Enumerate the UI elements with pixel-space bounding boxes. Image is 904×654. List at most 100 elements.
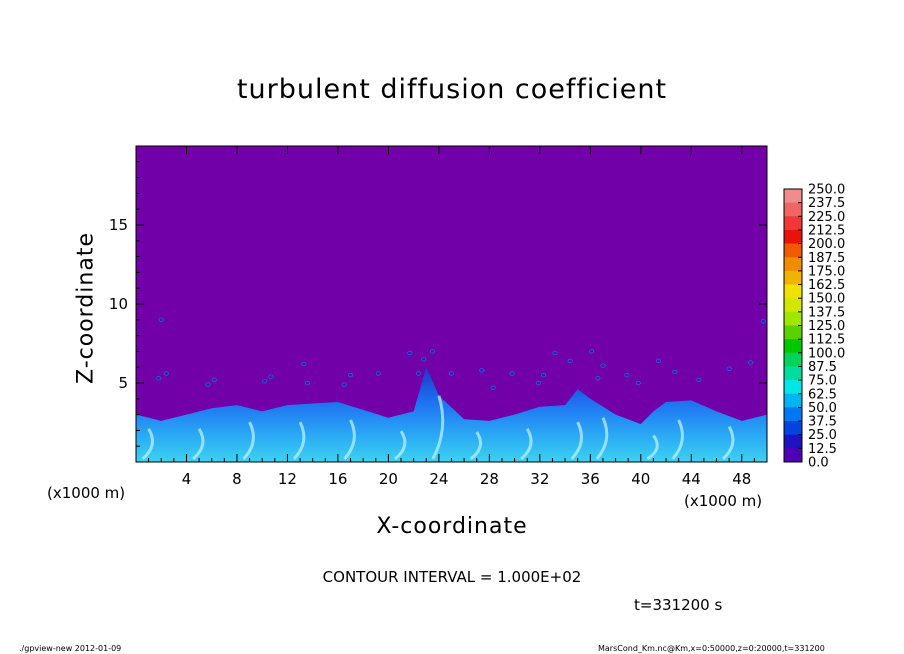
x-tick-label: 48 <box>732 470 751 488</box>
eddy-point <box>407 350 413 356</box>
colorbar-swatch <box>784 257 802 272</box>
eddy-point <box>158 317 164 322</box>
colorbar-swatch <box>784 421 802 435</box>
colorbar-label: 112.5 <box>808 333 845 348</box>
colorbar-label: 212.5 <box>808 223 845 238</box>
colorbar-swatch <box>784 393 802 408</box>
colorbar-label: 187.5 <box>808 251 845 266</box>
x-tick-label: 4 <box>182 470 192 488</box>
colorbar-label: 0.0 <box>808 456 829 471</box>
turbulent-swirl <box>469 431 483 461</box>
colorbar-swatch <box>784 202 802 217</box>
x-tick-label: 40 <box>631 470 650 488</box>
eddy-point <box>536 380 542 386</box>
colorbar-swatch <box>784 352 802 367</box>
chart-title: turbulent diffusion coefficient <box>236 74 668 105</box>
turbulent-swirl <box>141 428 154 460</box>
eddy-point <box>305 380 311 386</box>
x-tick-label: 28 <box>480 470 499 488</box>
colorbar-label: 237.5 <box>808 196 845 211</box>
eddy-point <box>262 379 268 384</box>
colorbar-swatch <box>784 325 802 340</box>
colorbar-swatch <box>784 216 802 231</box>
eddy-point <box>655 358 661 363</box>
x-tick-label: 24 <box>429 470 448 488</box>
eddy-point <box>375 371 381 376</box>
x-unit-label-left: (x1000 m) <box>47 484 126 502</box>
eddy-point <box>156 376 162 381</box>
turbulent-swirl <box>242 421 255 460</box>
colorbar-swatch <box>784 311 802 326</box>
colorbar-swatch <box>784 189 802 203</box>
eddy-point <box>748 360 754 365</box>
colorbar-swatch <box>784 270 802 285</box>
colorbar-swatch <box>784 407 802 422</box>
eddy-point <box>600 363 606 368</box>
colorbar-swatch <box>784 298 802 313</box>
eddy-point <box>479 368 485 373</box>
colorbar-label: 162.5 <box>808 278 845 293</box>
colorbar-label: 250.0 <box>808 183 845 198</box>
turbulent-swirl <box>570 421 584 460</box>
eddy-point <box>301 361 307 367</box>
colorbar-swatch <box>784 380 802 395</box>
eddy-point <box>696 377 702 382</box>
x-tick-label: 20 <box>379 470 398 488</box>
eddy-point <box>541 373 547 378</box>
colorbar-swatch <box>784 339 802 354</box>
colorbar-label: 50.0 <box>808 401 837 416</box>
y-tick-label: 15 <box>109 216 128 234</box>
colorbar-label: 125.0 <box>808 319 845 334</box>
y-tick-label: 5 <box>118 374 128 392</box>
eddy-point <box>672 369 678 375</box>
colorbar-swatch <box>784 229 802 244</box>
colorbar-swatch <box>784 284 802 299</box>
turbulent-swirl <box>646 434 659 461</box>
eddy-point <box>589 349 595 354</box>
eddy-point <box>595 376 601 381</box>
eddy-point <box>509 371 515 376</box>
x-tick-label: 16 <box>328 470 347 488</box>
time-stamp: t=331200 s <box>634 596 723 614</box>
x-tick-label: 32 <box>530 470 549 488</box>
colorbar-label: 100.0 <box>808 346 845 361</box>
eddy-point <box>635 380 641 386</box>
eddy-point <box>421 357 427 362</box>
turbulent-swirl <box>595 417 609 460</box>
colorbar-label: 225.0 <box>808 210 845 225</box>
turbulent-layer <box>136 367 767 462</box>
eddy-point <box>726 366 732 371</box>
eddy-point <box>416 371 422 376</box>
eddy-point <box>448 371 454 376</box>
colorbar-label: 150.0 <box>808 292 845 307</box>
colorbar-label: 62.5 <box>808 387 837 402</box>
x-tick-label: 36 <box>581 470 600 488</box>
colorbar-swatch <box>784 366 802 381</box>
colorbar-label: 137.5 <box>808 305 845 320</box>
turbulent-swirl <box>431 395 445 460</box>
colorbar-swatch <box>784 434 802 449</box>
x-axis-label: X-coordinate <box>376 514 528 539</box>
eddy-point <box>341 382 347 387</box>
eddy-point <box>211 377 217 382</box>
x-tick-label: 44 <box>682 470 701 488</box>
y-axis-label: Z-coordinate <box>73 232 99 384</box>
footer-source: MarsCond_Km.nc@Km,x=0:50000,z=0:20000,t=… <box>598 644 825 653</box>
colorbar-swatch <box>784 243 802 258</box>
eddy-point <box>490 385 496 390</box>
eddy-point <box>760 319 766 324</box>
contour-interval-text: CONTOUR INTERVAL = 1.000E+02 <box>322 568 582 586</box>
eddy-point <box>268 374 274 379</box>
turbulent-swirl <box>343 419 356 460</box>
turbulent-swirl <box>671 419 685 460</box>
eddy-point <box>624 373 630 378</box>
colorbar-label: 37.5 <box>808 415 837 430</box>
y-tick-label: 10 <box>109 295 128 313</box>
turbulent-swirl <box>520 428 533 460</box>
turbulent-swirl <box>292 421 306 460</box>
turbulent-swirl <box>192 428 205 460</box>
eddy-point <box>205 382 211 387</box>
colorbar-label: 75.0 <box>808 374 837 389</box>
x-tick-label: 8 <box>232 470 242 488</box>
